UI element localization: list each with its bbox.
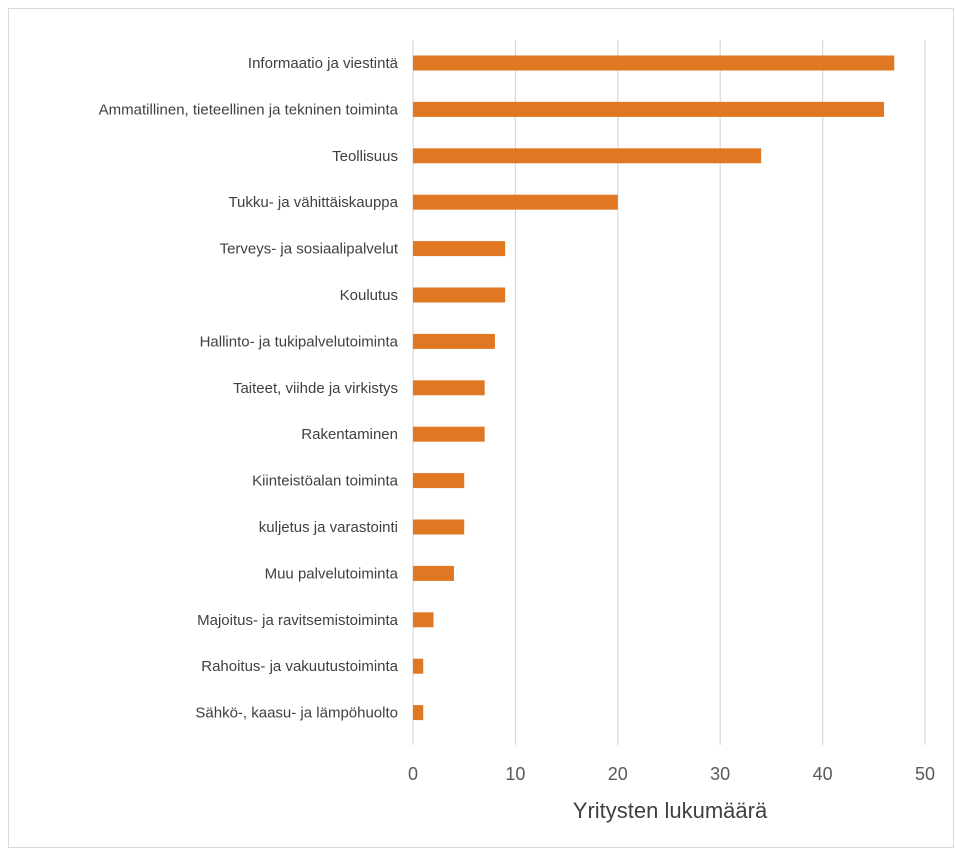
gridlines [412,40,926,745]
category-label: Koulutus [340,287,398,304]
bar [413,658,424,674]
category-label: Majoitus- ja ravitsemistoiminta [197,612,399,629]
bar [413,473,465,489]
bar [413,705,424,721]
bar [413,612,434,628]
x-tick-label: 30 [710,764,730,784]
x-tick-label: 20 [608,764,628,784]
category-label: Rakentaminen [301,426,398,443]
bars [413,55,895,721]
bar [413,148,762,164]
bar [413,194,618,210]
category-label: Hallinto- ja tukipalvelutoiminta [200,333,399,350]
bar [413,241,506,257]
bar [413,519,465,535]
category-label: kuljetus ja varastointi [259,519,398,536]
x-tick-label: 50 [915,764,935,784]
bar [413,101,885,117]
bar [413,380,485,396]
bar [413,287,506,303]
category-label: Informaatio ja viestintä [248,55,399,72]
category-label: Kiinteistöalan toiminta [252,473,399,490]
category-label: Taiteet, viihde ja virkistys [233,380,398,397]
bar [413,565,454,581]
x-tick-labels: 0 10 20 30 40 50 [408,764,935,784]
bar [413,426,485,442]
bar [413,55,895,71]
x-tick-label: 10 [505,764,525,784]
category-label: Muu palvelutoiminta [265,565,399,582]
category-label: Teollisuus [332,148,398,165]
x-axis-title: Yritysten lukumäärä [573,798,768,823]
category-label: Terveys- ja sosiaalipalvelut [220,241,399,258]
category-label: Tukku- ja vähittäiskauppa [228,194,398,211]
category-label: Ammatillinen, tieteellinen ja tekninen t… [99,101,399,118]
category-labels: Informaatio ja viestintä Ammatillinen, ti… [99,55,399,722]
category-label: Sähkö-, kaasu- ja lämpöhuolto [195,705,398,722]
category-label: Rahoitus- ja vakuutustoiminta [201,658,398,675]
x-tick-label: 40 [813,764,833,784]
bar [413,333,495,349]
x-tick-label: 0 [408,764,418,784]
